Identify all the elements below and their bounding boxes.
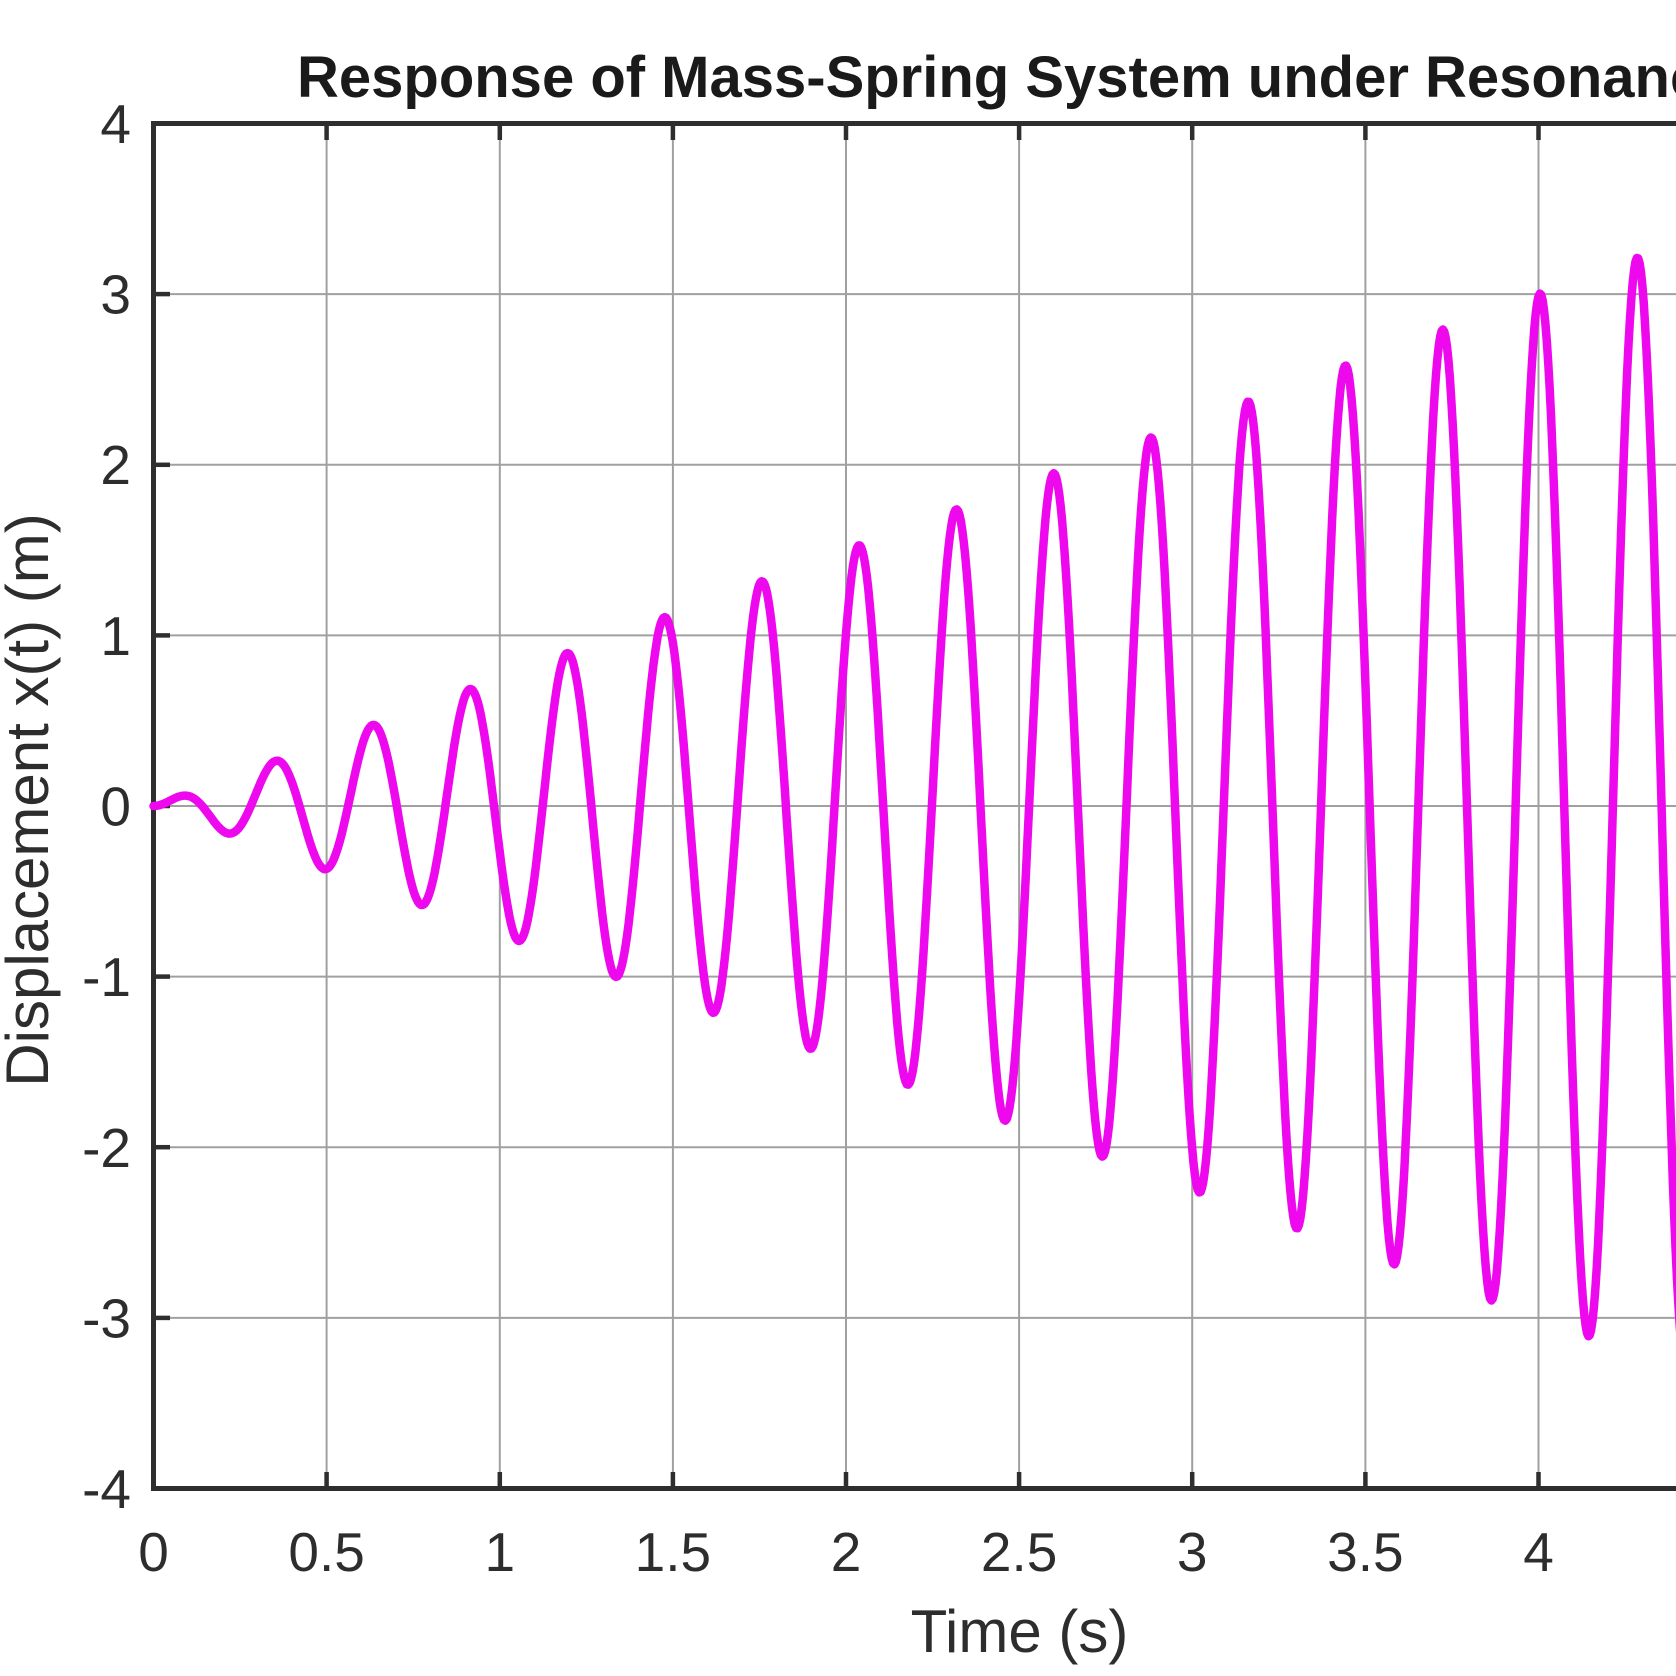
svg-text:4: 4 xyxy=(1523,1521,1554,1583)
svg-text:0: 0 xyxy=(100,776,131,838)
svg-text:2.5: 2.5 xyxy=(981,1521,1057,1583)
svg-text:-1: -1 xyxy=(82,946,131,1008)
svg-text:2: 2 xyxy=(100,434,131,496)
svg-text:3.5: 3.5 xyxy=(1327,1521,1403,1583)
svg-text:4: 4 xyxy=(100,93,131,155)
svg-text:-2: -2 xyxy=(82,1117,131,1179)
svg-text:Response of Mass-Spring System: Response of Mass-Spring System under Res… xyxy=(297,45,1676,110)
svg-text:3: 3 xyxy=(1177,1521,1208,1583)
svg-text:-3: -3 xyxy=(82,1287,131,1349)
svg-text:0.5: 0.5 xyxy=(288,1521,364,1583)
svg-text:Displacement x(t) (m): Displacement x(t) (m) xyxy=(0,513,61,1086)
svg-text:0: 0 xyxy=(138,1521,169,1583)
svg-text:Time (s): Time (s) xyxy=(911,1598,1129,1665)
svg-text:3: 3 xyxy=(100,264,131,326)
svg-text:1.5: 1.5 xyxy=(635,1521,711,1583)
svg-text:-4: -4 xyxy=(82,1458,131,1520)
svg-text:2: 2 xyxy=(831,1521,862,1583)
svg-text:1: 1 xyxy=(100,605,131,667)
svg-text:1: 1 xyxy=(485,1521,516,1583)
